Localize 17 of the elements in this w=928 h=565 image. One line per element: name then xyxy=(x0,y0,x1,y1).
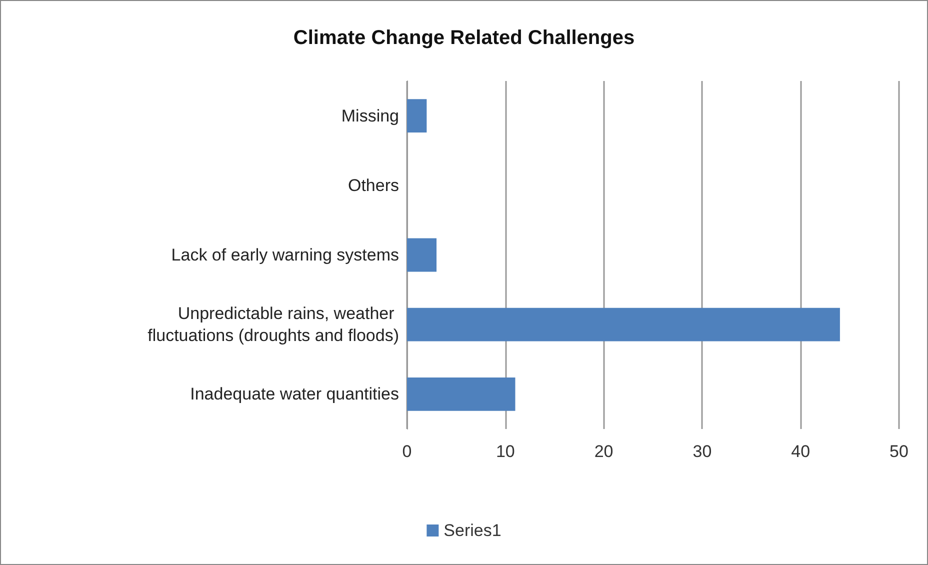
y-tick-label: Inadequate water quantities xyxy=(190,384,399,404)
x-tick-label: 30 xyxy=(692,442,712,461)
bar xyxy=(407,238,437,272)
x-tick-label: 10 xyxy=(496,442,515,461)
bar xyxy=(407,99,427,133)
x-tick-label: 0 xyxy=(402,442,412,461)
legend-label: Series1 xyxy=(444,521,502,540)
bar xyxy=(407,377,516,411)
chart-title: Climate Change Related Challenges xyxy=(293,27,635,49)
y-tick-label: Unpredictable rains, weather fluctuations (droughts and floods) xyxy=(148,304,399,346)
y-tick-label: Lack of early warning systems xyxy=(171,246,399,264)
y-tick-label: Others xyxy=(348,176,399,195)
x-tick-label: 40 xyxy=(791,442,810,461)
y-tick-label: Missing xyxy=(341,106,399,126)
x-tick-label: 50 xyxy=(890,442,908,461)
bar xyxy=(407,308,840,342)
x-tick-label: 20 xyxy=(594,442,614,461)
